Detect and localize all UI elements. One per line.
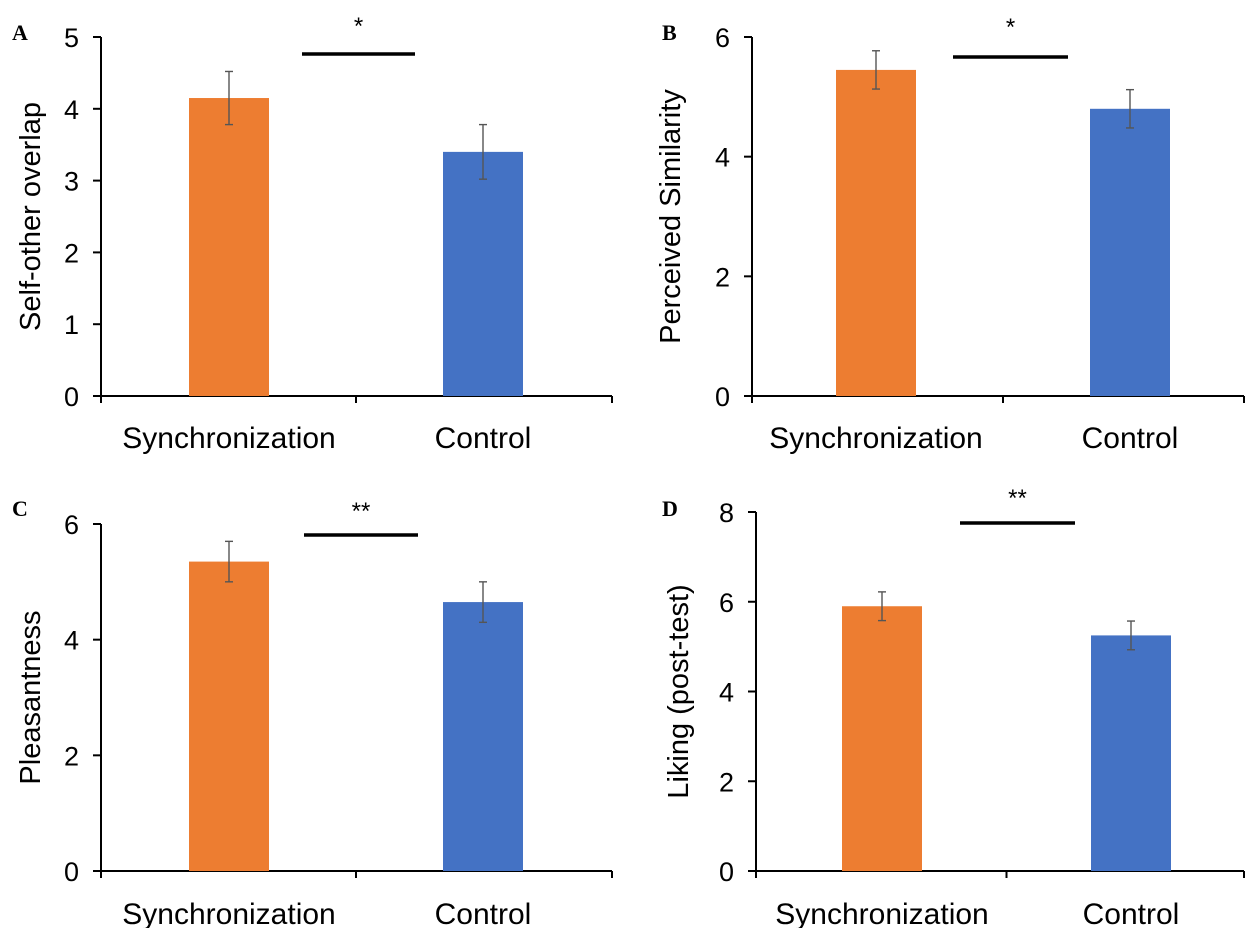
y-axis-title: Self-other overlap [15, 102, 47, 331]
bar-synchronization [836, 69, 916, 397]
bar-synchronization [189, 561, 269, 871]
y-tick-label: 6 [715, 23, 730, 53]
significance-marker: * [354, 13, 363, 40]
y-axis-title: Perceived Similarity [655, 89, 687, 344]
x-category-label: Synchronization [775, 898, 988, 928]
x-category-label: Synchronization [122, 422, 335, 455]
y-axis-title: Liking (post-test) [663, 584, 695, 798]
chart-panel-d: D Liking (post-test) 0 2 4 6 8 Synchronization C… [662, 485, 1245, 928]
bar-control [1091, 635, 1171, 871]
significance-marker: * [1006, 14, 1015, 41]
chart-panel-b: B Perceived Similarity 0 2 4 6 Synchronization… [655, 14, 1245, 455]
y-tick-label: 4 [715, 143, 730, 173]
significance-marker: ** [1008, 485, 1027, 512]
y-tick-label: 0 [715, 382, 730, 412]
y-tick-label: 0 [64, 382, 79, 412]
error-bar [1126, 88, 1134, 129]
x-category-label: Control [1083, 898, 1180, 928]
y-tick-label: 2 [64, 238, 79, 268]
error-bar [1127, 620, 1135, 651]
y-tick-label: 8 [719, 498, 734, 528]
error-bar [878, 591, 886, 622]
chart-panel-a: A Self-other overlap 0 1 2 3 4 5 Synchronization… [12, 13, 613, 455]
y-tick-label: 2 [64, 741, 79, 771]
y-tick-label: 0 [719, 857, 734, 887]
bar-control [1090, 108, 1170, 397]
y-tick-label: 2 [719, 767, 734, 797]
y-tick-label: 1 [64, 310, 79, 340]
chart-panel-c: C Pleasantness 0 2 4 6 Synchronization Control *… [12, 496, 613, 928]
y-tick-label: 2 [715, 262, 730, 292]
x-category-label: Control [1082, 422, 1179, 455]
y-tick-label: 6 [64, 510, 79, 540]
panel-letter: C [12, 496, 28, 521]
panel-letter: B [662, 20, 677, 45]
y-tick-label: 4 [719, 678, 734, 708]
x-category-label: Control [435, 422, 532, 455]
y-tick-label: 6 [719, 588, 734, 618]
x-category-label: Synchronization [769, 422, 982, 455]
y-tick-label: 4 [64, 626, 79, 656]
panel-letter: A [12, 20, 28, 45]
bar-synchronization [189, 98, 269, 396]
bar-control [443, 151, 523, 396]
y-tick-label: 5 [64, 23, 79, 53]
x-category-label: Synchronization [122, 898, 335, 928]
error-bar [225, 540, 233, 583]
bar-synchronization [842, 606, 922, 871]
error-bar [479, 123, 487, 180]
x-category-label: Control [435, 898, 532, 928]
error-bar [479, 581, 487, 624]
y-tick-label: 4 [64, 95, 79, 125]
bar-control [443, 602, 523, 871]
y-tick-label: 0 [64, 857, 79, 887]
y-tick-label: 3 [64, 167, 79, 197]
y-axis-title: Pleasantness [15, 610, 47, 784]
error-bar [872, 50, 880, 90]
significance-marker: ** [352, 498, 371, 525]
error-bar [225, 70, 233, 126]
panel-letter: D [662, 496, 678, 521]
